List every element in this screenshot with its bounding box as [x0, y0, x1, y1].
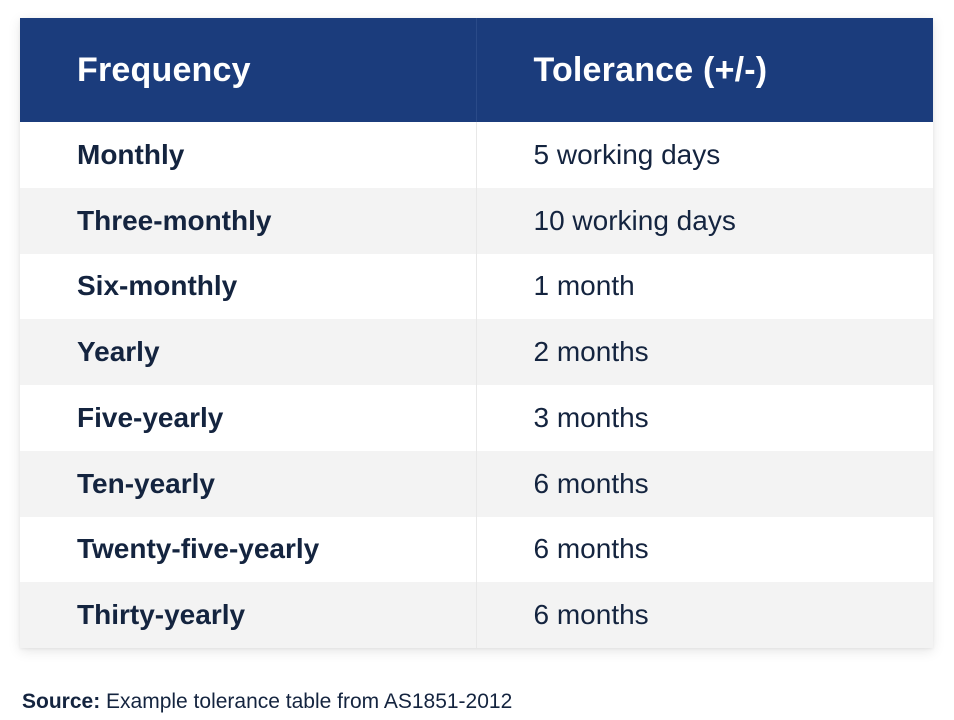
tolerance-cell: 6 months [475, 516, 933, 583]
tolerance-table: Frequency Tolerance (+/-) Monthly 5 work… [20, 18, 933, 648]
tolerance-column-header: Tolerance (+/-) [475, 18, 933, 122]
table-row: Five-yearly 3 months [20, 385, 933, 451]
tolerance-cell: 3 months [475, 385, 933, 451]
source-label: Source: [22, 690, 101, 713]
tolerance-table-card: Frequency Tolerance (+/-) Monthly 5 work… [20, 18, 933, 648]
frequency-cell: Ten-yearly [20, 450, 476, 517]
table-row: Six-monthly 1 month [20, 253, 933, 320]
table-row: Ten-yearly 6 months [20, 450, 933, 517]
frequency-cell: Three-monthly [20, 187, 476, 254]
source-text: Example tolerance table from AS1851-2012 [100, 690, 513, 713]
frequency-cell: Yearly [20, 319, 476, 385]
table-row: Three-monthly 10 working days [20, 187, 933, 254]
tolerance-cell: 6 months [475, 450, 933, 517]
frequency-cell: Monthly [20, 122, 476, 188]
source-caption: Source: Example tolerance table from AS1… [22, 690, 512, 714]
frequency-column-header: Frequency [20, 18, 476, 122]
table-row: Twenty-five-yearly 6 months [20, 516, 933, 583]
tolerance-cell: 10 working days [475, 187, 933, 254]
frequency-cell: Five-yearly [20, 385, 476, 451]
table-row: Yearly 2 months [20, 319, 933, 385]
tolerance-cell: 2 months [475, 319, 933, 385]
frequency-cell: Six-monthly [20, 253, 476, 320]
header-row: Frequency Tolerance (+/-) [20, 18, 933, 122]
table-body: Monthly 5 working days Three-monthly 10 … [20, 122, 933, 648]
tolerance-cell: 5 working days [475, 122, 933, 188]
frequency-cell: Twenty-five-yearly [20, 516, 476, 583]
table-header: Frequency Tolerance (+/-) [20, 18, 933, 122]
table-row: Thirty-yearly 6 months [20, 582, 933, 648]
tolerance-cell: 1 month [475, 253, 933, 320]
frequency-cell: Thirty-yearly [20, 582, 476, 648]
tolerance-cell: 6 months [475, 582, 933, 648]
table-row: Monthly 5 working days [20, 122, 933, 188]
